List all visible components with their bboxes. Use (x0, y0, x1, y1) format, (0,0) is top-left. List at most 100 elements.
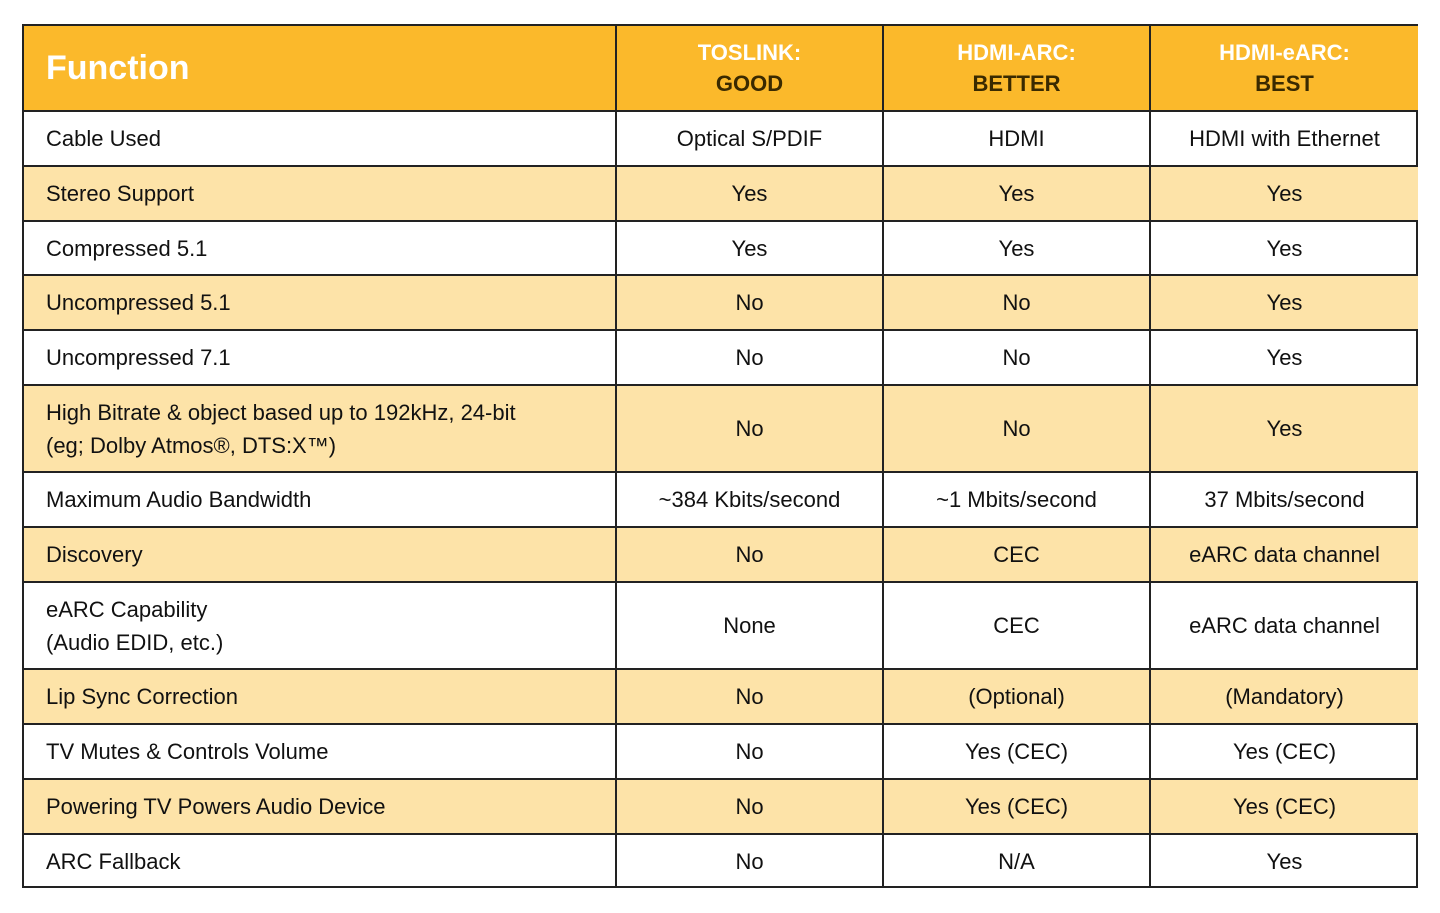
cell-text: Yes (CEC) (964, 794, 1069, 819)
cell-text: No (1002, 416, 1031, 441)
cell-text: ARC Fallback (46, 849, 181, 874)
cell-text: No (1002, 290, 1031, 315)
table-cell: No (617, 835, 884, 888)
table-cell: High Bitrate & object based up to 192kHz… (24, 386, 617, 473)
table-cell: 37 Mbits/second (1151, 473, 1418, 528)
table-cell: Yes (1151, 276, 1418, 331)
table-cell: Stereo Support (24, 167, 617, 222)
table-cell: Discovery (24, 528, 617, 583)
cell-text: ~1 Mbits/second (936, 487, 1097, 512)
cell-text: eARC Capability (46, 596, 208, 622)
table-cell: Cable Used (24, 112, 617, 167)
cell-text: Yes (998, 181, 1035, 206)
cell-text: No (735, 739, 764, 764)
cell-text: Yes (CEC) (1232, 739, 1337, 764)
cell-text: Yes (1266, 235, 1303, 261)
cell-text: 37 Mbits/second (1204, 487, 1365, 512)
cell-text: (Audio EDID, etc.) (46, 629, 224, 655)
table-cell: No (884, 386, 1151, 473)
cell-text: CEC (993, 613, 1040, 638)
table-cell: No (617, 386, 884, 473)
cell-text: Discovery (46, 542, 143, 567)
table-cell: eARC Capability (Audio EDID, etc.) (24, 583, 617, 670)
cell-text: Yes (998, 235, 1035, 261)
cell-text: eARC data channel (1189, 613, 1380, 638)
cell-text: Yes (1266, 416, 1303, 441)
table-cell: No (884, 331, 1151, 386)
table-cell: Yes (CEC) (884, 725, 1151, 780)
cell-text: TV Mutes & Controls Volume (46, 739, 329, 764)
table-cell: No (617, 780, 884, 835)
cell-text: Lip Sync Correction (46, 684, 238, 709)
table-cell: Yes (CEC) (1151, 780, 1418, 835)
table-cell: ~384 Kbits/second (617, 473, 884, 528)
cell-text: (eg; Dolby Atmos®, DTS:X™) (46, 432, 337, 458)
cell-text: Cable Used (46, 126, 161, 151)
cell-text: HDMI with Ethernet (1189, 126, 1380, 151)
table-cell: Optical S/PDIF (617, 112, 884, 167)
cell-text: Function (46, 48, 190, 87)
cell-text: No (735, 345, 764, 370)
cell-text: No (735, 849, 764, 874)
cell-text: Yes (1266, 181, 1303, 206)
cell-text: Yes (1266, 345, 1303, 370)
cell-text: HDMI (988, 126, 1045, 151)
cell-text: Powering TV Powers Audio Device (46, 794, 386, 819)
cell-text: (Optional) (968, 684, 1065, 709)
cell-text: HDMI-eARC: (1219, 40, 1350, 65)
table-cell: Maximum Audio Bandwidth (24, 473, 617, 528)
table-cell: Yes (1151, 331, 1418, 386)
table-cell: N/A (884, 835, 1151, 888)
cell-text: TOSLINK: (697, 40, 802, 65)
table-cell: Compressed 5.1 (24, 222, 617, 276)
table-cell: CEC (884, 528, 1151, 583)
table-cell: No (617, 276, 884, 331)
cell-text: Yes (1266, 290, 1303, 315)
comparison-table: Function TOSLINK: GOOD HDMI-ARC: BETTER HDMI-… (22, 24, 1418, 888)
table-cell: TV Mutes & Controls Volume (24, 725, 617, 780)
table-cell: (Mandatory) (1151, 670, 1418, 725)
cell-text: BETTER (972, 71, 1061, 96)
table-cell: HDMI (884, 112, 1151, 167)
table-cell: Uncompressed 7.1 (24, 331, 617, 386)
table-cell: Yes (1151, 222, 1418, 276)
cell-text: eARC data channel (1189, 542, 1380, 567)
cell-text: BEST (1255, 71, 1314, 96)
table-cell: Yes (884, 222, 1151, 276)
table-cell: Yes (1151, 386, 1418, 473)
table-cell: Yes (617, 167, 884, 222)
table-cell: Yes (1151, 835, 1418, 888)
cell-text: Compressed 5.1 (46, 235, 208, 261)
table-cell: CEC (884, 583, 1151, 670)
table-cell: Lip Sync Correction (24, 670, 617, 725)
table-cell: No (884, 276, 1151, 331)
table-cell: No (617, 528, 884, 583)
table-cell: (Optional) (884, 670, 1151, 725)
table-cell: Yes (CEC) (884, 780, 1151, 835)
table-cell: ~1 Mbits/second (884, 473, 1151, 528)
table-cell: ARC Fallback (24, 835, 617, 888)
header-cell: HDMI-ARC: BETTER (884, 26, 1151, 112)
cell-text: N/A (998, 849, 1035, 874)
cell-text: CEC (993, 542, 1040, 567)
cell-text: Yes (1266, 849, 1303, 874)
cell-text: Optical S/PDIF (676, 126, 823, 151)
header-cell: Function (24, 26, 617, 112)
table-cell: No (617, 331, 884, 386)
cell-text: None (723, 613, 776, 638)
table-cell: No (617, 670, 884, 725)
cell-text: No (735, 290, 764, 315)
table-cell: None (617, 583, 884, 670)
table-cell: Yes (884, 167, 1151, 222)
cell-text: No (735, 416, 764, 441)
table-cell: Yes (1151, 167, 1418, 222)
cell-text: Yes (731, 235, 768, 261)
header-cell: HDMI-eARC: BEST (1151, 26, 1418, 112)
table-cell: No (617, 725, 884, 780)
cell-text: Stereo Support (46, 181, 194, 206)
cell-text: High Bitrate & object based up to 192kHz… (46, 399, 516, 425)
cell-text: HDMI-ARC: (957, 40, 1076, 65)
table-cell: Uncompressed 5.1 (24, 276, 617, 331)
table-cell: Yes (617, 222, 884, 276)
table-cell: Yes (CEC) (1151, 725, 1418, 780)
